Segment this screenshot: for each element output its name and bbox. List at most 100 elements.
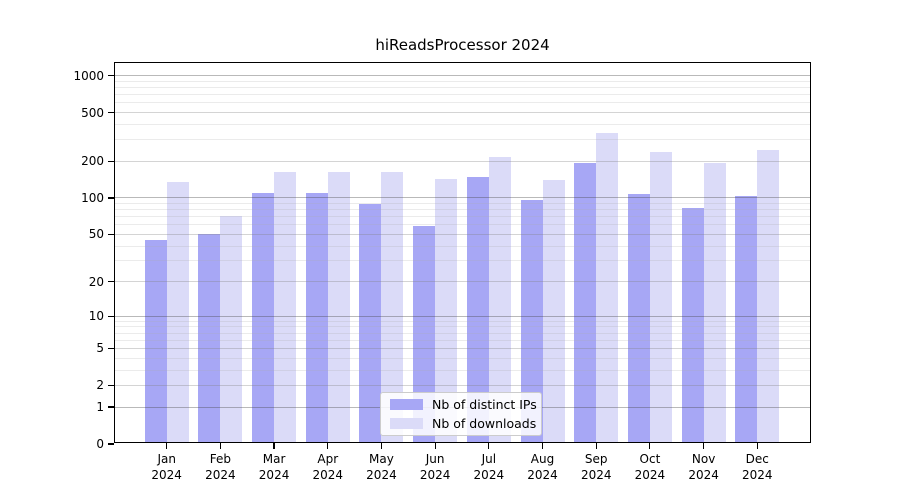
bar-downloads-jul — [488, 157, 511, 443]
y-tick-mark-20 — [108, 281, 114, 283]
y-tick-label-50: 50 — [88, 227, 104, 242]
gridline-5 — [115, 347, 810, 349]
x-tick-label-sep: Sep 2024 — [580, 452, 612, 482]
x-tick-label-may: May 2024 — [366, 452, 397, 482]
bar-distinct-ips-jan — [144, 239, 167, 443]
legend-swatch-distinct-ips — [390, 399, 423, 410]
x-tick-mark-dec — [756, 443, 758, 449]
x-tick-label-apr: Apr 2024 — [312, 452, 344, 482]
x-tick-label-feb: Feb 2024 — [205, 452, 236, 482]
y-tick-label-5: 5 — [96, 341, 104, 356]
x-tick-label-oct: Oct 2024 — [634, 452, 666, 482]
bar-downloads-jun — [435, 179, 458, 443]
x-tick-mark-oct — [649, 443, 651, 449]
gridline-minor-90 — [115, 203, 810, 205]
bar-distinct-ips-nov — [681, 207, 704, 443]
bar-distinct-ips-apr — [305, 193, 328, 443]
x-tick-label-aug: Aug 2024 — [527, 452, 558, 482]
legend-swatch-downloads — [390, 418, 423, 429]
gridline-minor-400 — [115, 123, 810, 125]
bar-downloads-feb — [220, 216, 243, 443]
bar-downloads-nov — [703, 162, 726, 443]
x-tick-mark-apr — [327, 443, 329, 449]
x-tick-mark-jul — [488, 443, 490, 449]
x-tick-label-jun: Jun 2024 — [419, 452, 451, 482]
x-tick-mark-aug — [541, 443, 544, 449]
bar-downloads-apr — [327, 172, 350, 443]
gridline-minor-300 — [115, 139, 810, 141]
gridline-minor-6 — [115, 339, 810, 341]
y-tick-label-10: 10 — [88, 309, 104, 324]
y-tick-mark-1000 — [108, 75, 114, 77]
gridline-minor-3 — [115, 369, 810, 371]
bar-distinct-ips-oct — [627, 194, 650, 443]
gridline-minor-70 — [115, 216, 810, 218]
y-tick-label-0: 0 — [96, 437, 104, 451]
x-tick-label-mar: Mar 2024 — [258, 452, 290, 482]
gridline-minor-7 — [115, 332, 810, 334]
x-tick-label-nov: Nov 2024 — [688, 452, 719, 482]
y-tick-mark-500 — [108, 111, 114, 114]
chart-title: hiReadsProcessor 2024 — [375, 36, 550, 54]
gridline-1000 — [115, 75, 810, 77]
gridline-500 — [115, 112, 810, 114]
bar-distinct-ips-jun — [413, 225, 436, 443]
bar-distinct-ips-dec — [735, 195, 758, 443]
bar-downloads-aug — [542, 180, 565, 443]
legend: Nb of distinct IPs Nb of downloads — [380, 392, 542, 436]
gridline-20 — [115, 281, 810, 283]
y-tick-mark-5 — [108, 347, 114, 350]
gridline-minor-4 — [115, 357, 810, 359]
x-tick-label-jul: Jul 2024 — [473, 452, 505, 482]
bar-downloads-mar — [274, 172, 297, 443]
gridline-100 — [115, 197, 810, 199]
gridline-minor-700 — [115, 94, 810, 96]
gridline-minor-8 — [115, 326, 810, 328]
y-tick-mark-10 — [108, 315, 114, 317]
bar-distinct-ips-sep — [574, 162, 597, 443]
y-tick-mark-0 — [108, 443, 114, 445]
legend-label-downloads: Nb of downloads — [432, 416, 537, 431]
x-tick-mark-mar — [273, 443, 275, 449]
y-tick-label-500: 500 — [81, 105, 104, 120]
x-tick-mark-sep — [595, 443, 597, 449]
y-tick-label-1: 1 — [96, 400, 104, 415]
legend-label-distinct-ips: Nb of distinct IPs — [432, 397, 537, 412]
x-tick-mark-feb — [219, 443, 221, 449]
y-tick-label-2: 2 — [96, 378, 104, 393]
bar-downloads-may — [381, 172, 404, 443]
gridline-minor-80 — [115, 209, 810, 211]
y-tick-mark-50 — [108, 233, 114, 235]
gridline-minor-40 — [115, 245, 810, 247]
gridline-200 — [115, 160, 810, 162]
y-tick-mark-100 — [108, 197, 114, 199]
y-tick-label-200: 200 — [81, 154, 104, 169]
legend-item-downloads: Nb of downloads — [390, 416, 536, 431]
bar-downloads-dec — [757, 149, 780, 443]
gridline-minor-900 — [115, 80, 810, 82]
x-tick-label-dec: Dec 2024 — [742, 452, 773, 482]
bar-downloads-jan — [166, 182, 189, 443]
y-tick-mark-2 — [108, 384, 114, 387]
gridline-2 — [115, 384, 810, 386]
bar-distinct-ips-aug — [520, 199, 543, 443]
y-tick-label-1000: 1000 — [73, 68, 104, 83]
gridline-minor-800 — [115, 87, 810, 89]
x-tick-mark-jun — [434, 443, 436, 449]
bar-distinct-ips-mar — [252, 193, 275, 443]
bar-distinct-ips-may — [359, 203, 382, 443]
x-tick-mark-nov — [703, 443, 705, 449]
bar-distinct-ips-feb — [198, 234, 221, 443]
bar-downloads-oct — [649, 152, 672, 443]
y-tick-label-20: 20 — [88, 274, 104, 289]
y-tick-mark-1 — [108, 406, 114, 408]
gridline-50 — [115, 233, 810, 235]
x-tick-mark-may — [380, 443, 383, 449]
x-tick-mark-jan — [166, 443, 168, 449]
y-tick-label-100: 100 — [81, 190, 104, 205]
bar-downloads-sep — [596, 133, 619, 443]
